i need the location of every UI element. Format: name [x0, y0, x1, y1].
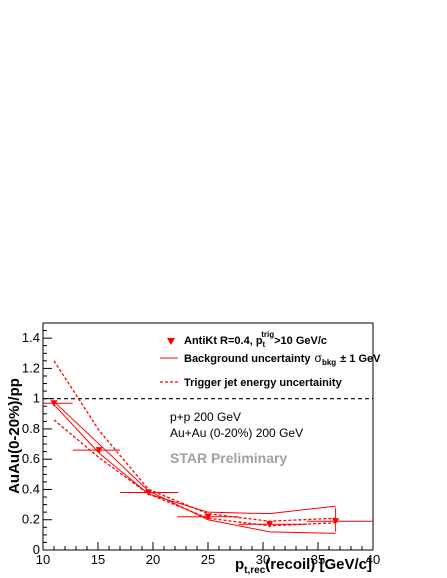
x-axis-title-sub: t,rec [244, 565, 266, 576]
x-tick-label: 40 [366, 552, 380, 567]
legend-label-antikt: AntiKt R=0.4, pttrig>10 GeV/c [184, 330, 327, 349]
annotation-auau: Au+Au (0-20%) 200 GeV [170, 426, 303, 440]
x-tick-label: 15 [91, 552, 105, 567]
legend-antikt-rest: >10 GeV/c [274, 335, 327, 347]
y-tick-label: 0 [33, 542, 40, 557]
x-tick-label: 10 [36, 552, 50, 567]
y-axis-title: AuAu(0-20%)/pp [6, 378, 23, 494]
legend-label-trigger: Trigger jet energy uncertainity [184, 377, 343, 389]
background-band-line [53, 404, 336, 515]
legend-label-background: Background uncertainty σbkg ± 1 GeV [184, 351, 381, 367]
watermark-star-preliminary: STAR Preliminary [170, 450, 287, 466]
legend-antikt-main: AntiKt R=0.4, p [184, 335, 263, 347]
legend-background-rest: ± 1 GeV [340, 353, 381, 365]
background-band-line [53, 401, 336, 534]
legend-background-sigma-sub: bkg [322, 358, 336, 367]
trigger-band-line [53, 419, 336, 527]
y-tick-label: 1.2 [22, 360, 40, 375]
data-point [204, 513, 212, 521]
annotation-pp: p+p 200 GeV [170, 410, 241, 424]
uncertainty-bands [53, 360, 336, 534]
y-tick-label: 0.6 [22, 451, 40, 466]
axis-ticks: 10 15 20 25 30 35 40 0 0.2 0.4 0.6 0.8 1 1.2 1.4 [22, 322, 380, 567]
y-tick-label: 0.2 [22, 512, 40, 527]
x-tick-label: 35 [311, 552, 325, 567]
y-tick-label: 1.4 [22, 330, 40, 345]
data-point [50, 400, 58, 407]
y-tick-label: 1 [33, 391, 40, 406]
x-axis-title-main: p [235, 556, 244, 573]
legend-background-main: Background uncertainty [184, 353, 311, 365]
trigger-band-line [53, 360, 336, 522]
data-point [95, 447, 103, 454]
y-tick-label: 0.8 [22, 421, 40, 436]
legend-antikt-sup: trig [261, 330, 274, 339]
data-points [43, 400, 373, 532]
x-tick-label: 25 [201, 552, 215, 567]
x-axis-title-rest: (recoil) [GeV/c] [265, 556, 372, 573]
y-tick-label: 0.4 [22, 481, 40, 496]
data-point [266, 521, 274, 528]
legend: AntiKt R=0.4, pttrig>10 GeV/c Background… [160, 330, 381, 389]
legend-marker-antikt [167, 338, 175, 345]
data-point [145, 489, 153, 496]
legend-antikt-sub: t [263, 340, 266, 349]
legend-background-sigma: σ [315, 351, 323, 365]
x-tick-label: 20 [146, 552, 160, 567]
x-tick-label: 30 [256, 552, 270, 567]
x-axis-title: pt,rec(recoil) [GeV/c] [235, 556, 372, 576]
